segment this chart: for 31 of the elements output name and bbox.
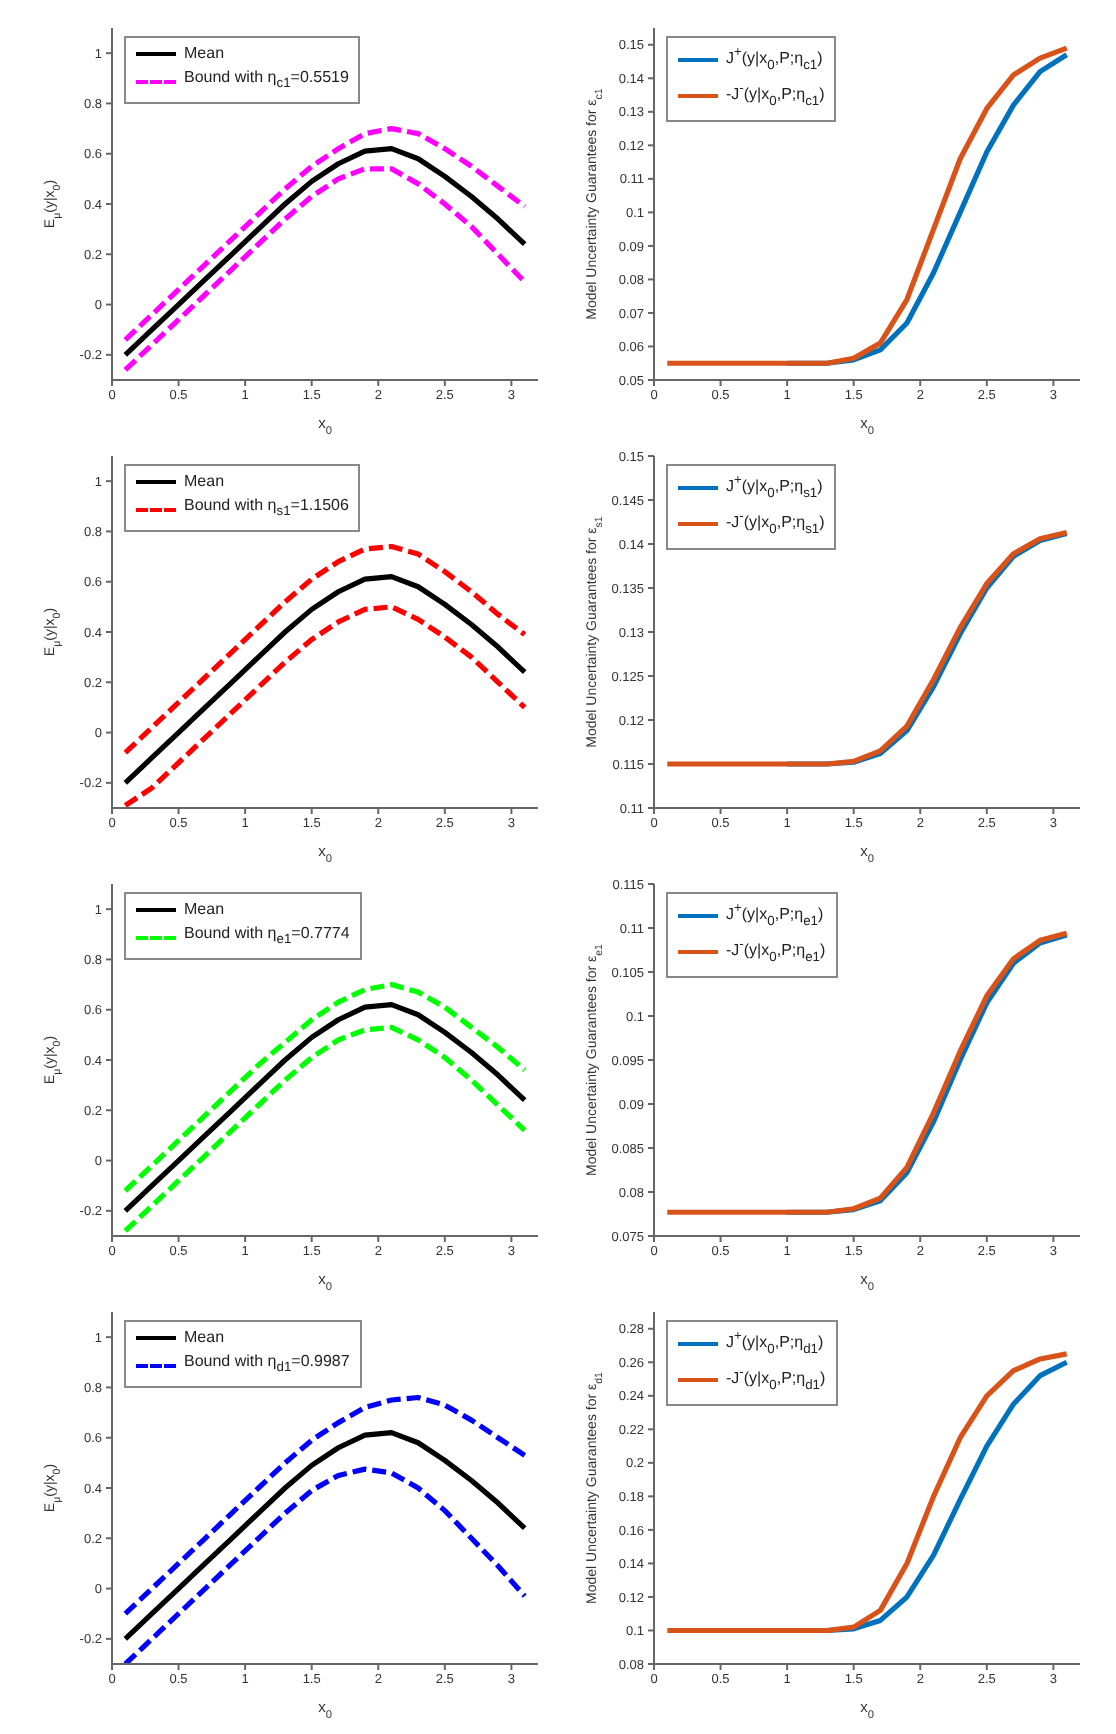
legend-label: Mean bbox=[184, 470, 225, 494]
line-series bbox=[664, 930, 1070, 1215]
legend-label: -J$^{-}$(y|x$_{0}$,P;η$_{c1}$) bbox=[726, 80, 825, 113]
legend-label: Bound with η$_{c1}$=0.5519 bbox=[184, 66, 349, 96]
line-series bbox=[664, 45, 1070, 366]
legend-label: Mean bbox=[184, 1326, 225, 1350]
legend-label: J$^{+}$(y|x$_{0}$,P;η$_{s1}$) bbox=[726, 472, 823, 505]
line-series bbox=[122, 543, 528, 756]
line-series bbox=[122, 981, 528, 1194]
line-series bbox=[122, 604, 528, 808]
legend-label: Mean bbox=[184, 898, 225, 922]
legend-label: Mean bbox=[184, 42, 225, 66]
legend-label: Bound with η$_{s1}$=1.1506 bbox=[184, 494, 349, 524]
legend-label: -J$^{-}$(y|x$_{0}$,P;η$_{d1}$) bbox=[726, 1364, 826, 1397]
line-series bbox=[122, 166, 528, 373]
line-series bbox=[122, 1024, 528, 1234]
line-series bbox=[122, 1394, 528, 1617]
line-series bbox=[122, 1002, 528, 1214]
line-series bbox=[122, 574, 528, 786]
legend-label: J$^{+}$(y|x$_{0}$,P;η$_{e1}$) bbox=[726, 900, 824, 933]
legend-label: Bound with η$_{d1}$=0.9987 bbox=[184, 1350, 350, 1380]
legend-label: -J$^{-}$(y|x$_{0}$,P;η$_{s1}$) bbox=[726, 508, 825, 541]
line-series bbox=[122, 125, 528, 343]
line-series bbox=[122, 1466, 528, 1664]
legend-label: J$^{+}$(y|x$_{0}$,P;η$_{d1}$) bbox=[726, 1328, 824, 1361]
line-series bbox=[664, 1351, 1070, 1634]
line-series bbox=[122, 146, 528, 358]
legend-label: -J$^{-}$(y|x$_{0}$,P;η$_{e1}$) bbox=[726, 936, 826, 969]
legend-label: J$^{+}$(y|x$_{0}$,P;η$_{c1}$) bbox=[726, 44, 823, 77]
line-series bbox=[122, 1430, 528, 1642]
legend-label: Bound with η$_{e1}$=0.7774 bbox=[184, 922, 350, 952]
